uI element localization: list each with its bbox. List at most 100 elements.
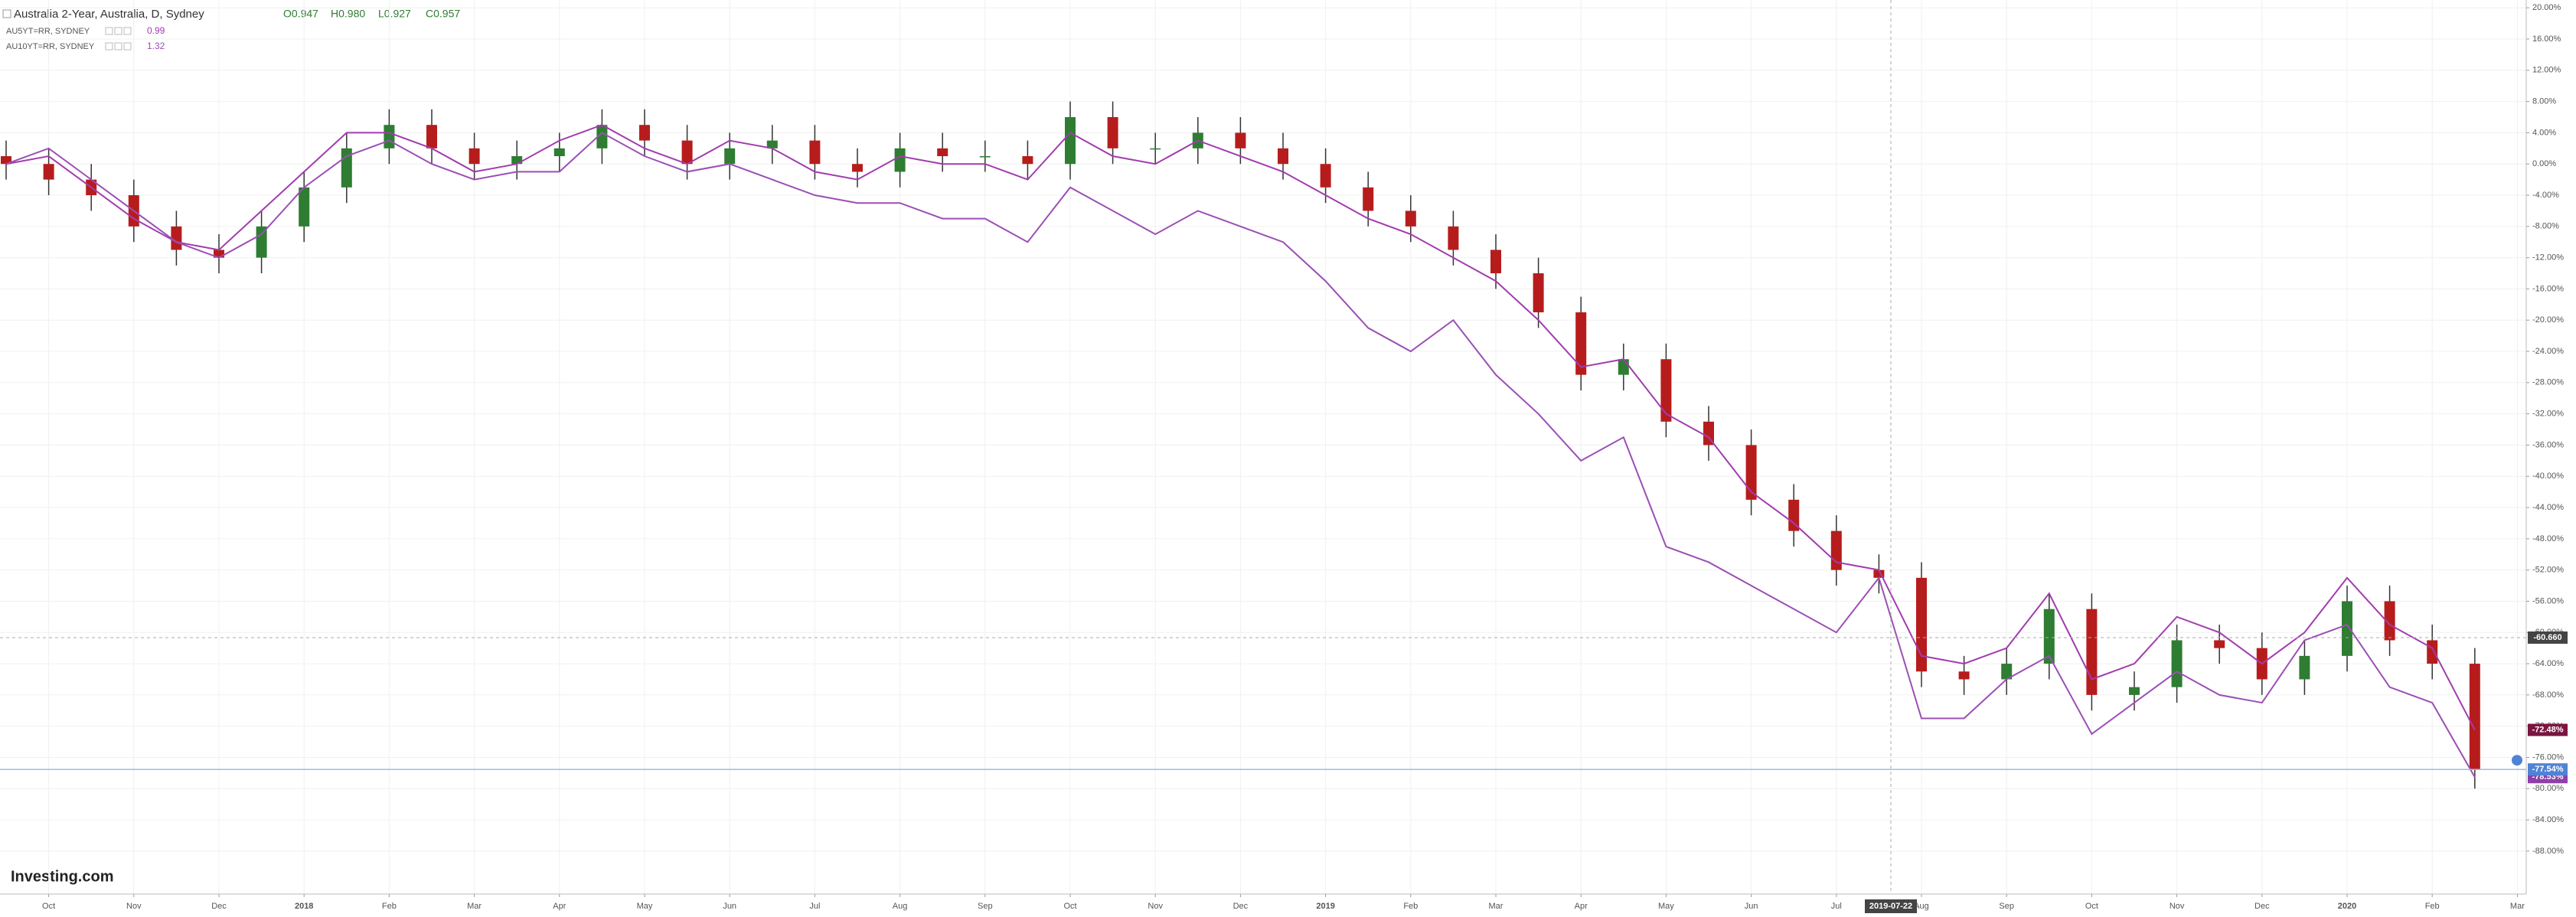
- candle-body: [1916, 577, 1927, 672]
- x-tick-label: 2020: [2338, 902, 2356, 911]
- candle-body: [384, 125, 395, 148]
- candle-body: [1490, 250, 1501, 274]
- x-tick-label: Mar: [2510, 902, 2525, 911]
- candle-body: [1278, 148, 1288, 165]
- legend-button[interactable]: [123, 42, 132, 51]
- candle-body: [2427, 640, 2438, 664]
- candle-body: [2469, 664, 2480, 770]
- candle-body: [809, 140, 821, 165]
- x-tick-label: Mar: [467, 902, 482, 911]
- ohlc-high: H0.980: [331, 8, 365, 20]
- candle-body: [1235, 132, 1246, 148]
- y-tick-label: -4.00%: [2532, 191, 2559, 200]
- candle-body: [1575, 312, 1587, 375]
- y-tick-label: 8.00%: [2532, 97, 2556, 106]
- x-tick-label: Dec: [211, 902, 227, 911]
- x-tick-label: Oct: [2085, 902, 2098, 911]
- x-tick-label: Mar: [1489, 902, 1503, 911]
- candle-body: [1363, 187, 1374, 211]
- candle-body: [2214, 640, 2225, 648]
- x-tick-label: Feb: [2425, 902, 2440, 911]
- candle-body: [1065, 117, 1076, 165]
- x-tick-label: 2018: [295, 902, 313, 911]
- x-tick-label: Jun: [723, 902, 736, 911]
- x-tick-label: Nov: [1148, 902, 1163, 911]
- crosshair-y-box: [2528, 631, 2568, 645]
- y-tick-label: -76.00%: [2532, 752, 2564, 762]
- x-tick-label: Jul: [809, 902, 820, 911]
- y-tick-label: -24.00%: [2532, 347, 2564, 356]
- candle-body: [681, 140, 693, 165]
- candle-body: [2129, 687, 2140, 695]
- alert-icon[interactable]: [2512, 755, 2522, 766]
- crosshair-y-label: -60.660: [2533, 633, 2561, 642]
- candle-body: [214, 250, 224, 258]
- legend-button[interactable]: [123, 27, 132, 35]
- x-tick-label: Jun: [1745, 902, 1758, 911]
- crosshair-x-label: 2019-07-22: [1869, 902, 1912, 911]
- crosshair-x-box: [1865, 899, 1917, 913]
- candle-body: [426, 125, 437, 148]
- ohlc-low: L0.927: [378, 8, 411, 20]
- last-value-label: -72.48%: [2532, 725, 2564, 734]
- x-tick-label: Sep: [1999, 902, 2014, 911]
- x-tick-label: Aug: [893, 902, 908, 911]
- x-tick-label: Feb: [382, 902, 397, 911]
- candle-body: [979, 156, 991, 158]
- x-tick-label: Feb: [1403, 902, 1418, 911]
- x-tick-label: Apr: [1575, 902, 1588, 911]
- candle-body: [299, 187, 310, 227]
- candle-body: [1873, 569, 1885, 578]
- candle-body: [894, 148, 906, 172]
- y-tick-label: 16.00%: [2532, 34, 2561, 44]
- candle-body: [256, 226, 267, 258]
- x-tick-label: Nov: [2170, 902, 2185, 911]
- y-tick-label: -28.00%: [2532, 378, 2564, 387]
- x-tick-label: 2019: [1316, 902, 1334, 911]
- x-tick-label: Sep: [978, 902, 993, 911]
- x-tick-label: Apr: [553, 902, 566, 911]
- candle-body: [1405, 210, 1416, 227]
- candle-body: [469, 148, 480, 165]
- y-tick-label: -64.00%: [2532, 659, 2564, 668]
- collapse-icon[interactable]: [2, 9, 11, 18]
- candle-body: [1448, 226, 1459, 250]
- legend-button[interactable]: [114, 27, 122, 35]
- legend-button[interactable]: [105, 42, 113, 51]
- candle-body: [1533, 273, 1544, 313]
- last-value-box: [2528, 723, 2568, 736]
- candle-body: [2086, 609, 2098, 695]
- candle-body: [724, 148, 736, 165]
- candle-body: [1, 156, 11, 165]
- y-tick-label: -20.00%: [2532, 315, 2564, 325]
- candle-body: [2001, 664, 2013, 680]
- y-tick-label: -84.00%: [2532, 815, 2564, 824]
- ohlc-close: C0.957: [426, 8, 460, 20]
- last-value-label: -77.54%: [2532, 765, 2564, 774]
- candle-body: [511, 156, 523, 165]
- candle-body: [596, 125, 608, 148]
- candle-body: [2342, 601, 2352, 656]
- candle-body: [1830, 530, 1842, 570]
- legend-button[interactable]: [114, 42, 122, 51]
- candle-body: [1745, 445, 1757, 500]
- y-tick-label: -52.00%: [2532, 566, 2564, 575]
- candle-body: [1107, 117, 1118, 148]
- candle-body: [43, 164, 54, 180]
- logo: Investing.com: [11, 868, 113, 885]
- y-tick-label: -68.00%: [2532, 690, 2564, 700]
- candle-body: [1660, 359, 1672, 422]
- x-tick-label: May: [637, 902, 653, 911]
- chart-title: Australia 2-Year, Australia, D, Sydney: [14, 8, 204, 21]
- x-tick-label: Oct: [1063, 902, 1076, 911]
- candle-body: [1958, 671, 1970, 680]
- y-tick-label: -88.00%: [2532, 847, 2564, 856]
- legend-button[interactable]: [105, 27, 113, 35]
- series-line: [5, 132, 2476, 778]
- y-tick-label: 12.00%: [2532, 66, 2561, 75]
- ohlc-open: O0.947: [283, 8, 318, 20]
- candle-body: [2171, 640, 2183, 687]
- y-tick-label: -56.00%: [2532, 596, 2564, 605]
- y-tick-label: -44.00%: [2532, 503, 2564, 512]
